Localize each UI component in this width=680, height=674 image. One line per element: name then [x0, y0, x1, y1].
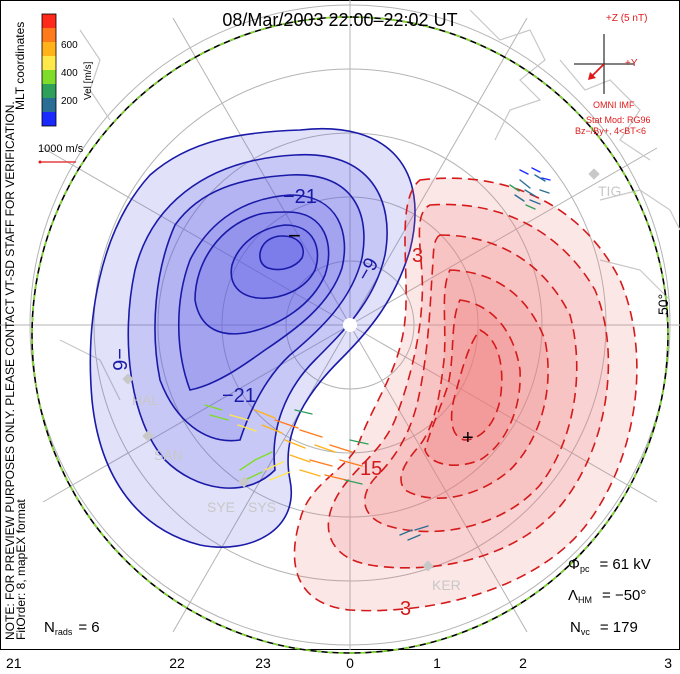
pole-marker — [343, 318, 357, 332]
phi-stat: Φpc = 61 kV — [568, 556, 651, 574]
station-san: SAN — [154, 447, 183, 463]
imf-y-label: +Y — [625, 58, 638, 69]
mlt-grid — [0, 0, 680, 650]
map-title: 08/Mar/2003 22:00–22:02 UT — [222, 10, 457, 30]
mlt-tick-1: 1 — [433, 655, 441, 671]
radar-stations: HAL SAN SYE SYS KER TIG — [122, 168, 621, 593]
colorbar-tick-400: 400 — [61, 68, 78, 79]
contour-label-neg6: −6 — [108, 348, 130, 371]
mlt-tick-3: 3 — [664, 655, 672, 671]
nrads-stat: Nrads = 6 — [44, 619, 100, 637]
coastlines — [59, 9, 680, 401]
fit-order-note: FitOrder: 8, mapEX format — [14, 499, 28, 640]
latitude-label: 50° — [655, 294, 671, 315]
fit-statistics: Nrads = 6 Φpc = 61 kV ΛHM = −50° Nvc = 179 — [44, 556, 651, 637]
contour-label-pos3-bottom: 3 — [400, 598, 411, 620]
colorbar-tick-200: 200 — [61, 96, 78, 107]
imf-scale-label: +Z (5 nT) — [606, 13, 647, 24]
velocity-colorbar: 600 400 200 Vel [m/s] — [41, 13, 94, 127]
contour-label-pos15: 15 — [360, 458, 382, 480]
station-hal: HAL — [132, 392, 159, 408]
contour-label-pos3-top: 3 — [412, 245, 423, 267]
vector-scale-label: 1000 m/s — [38, 143, 84, 155]
vector-scale: 1000 m/s — [38, 143, 84, 164]
mlt-tick-0: 0 — [346, 655, 354, 671]
dawn-convection-cell — [293, 177, 638, 612]
station-ker: KER — [432, 577, 461, 593]
mlt-tick-21: 21 — [6, 655, 22, 671]
nvc-stat: Nvc = 179 — [570, 619, 638, 637]
preview-note: NOTE: FOR PREVIEW PURPOSES ONLY. PLEASE … — [3, 101, 17, 640]
mlt-tick-22: 22 — [169, 655, 185, 671]
imf-panel: +Z (5 nT) +Y OMNI IMF Stat Mod: RG96 Bz−… — [574, 13, 651, 136]
imf-source: OMNI IMF — [593, 100, 635, 110]
velocity-vectors — [204, 167, 551, 541]
station-sys: SYS — [248, 499, 276, 515]
mlt-tick-2: 2 — [519, 655, 527, 671]
station-sye: SYE — [207, 499, 235, 515]
coordinate-system-label: MLT coordinates — [13, 22, 27, 110]
lambda-stat: ΛHM = −50° — [568, 587, 646, 605]
potential-min-marker: − — [288, 223, 301, 248]
contour-labels: −21 −9 −6 −21 3 15 3 − + — [108, 186, 474, 620]
colorbar-title: Vel [m/s] — [83, 61, 94, 100]
colorbar-tick-600: 600 — [61, 40, 78, 51]
imf-stat-mod: Stat Mod: RG96 — [586, 115, 651, 125]
imf-condition: Bz−/By+, 4<BT<6 — [575, 126, 646, 136]
dusk-convection-cell — [89, 128, 416, 548]
station-tig: TIG — [598, 183, 621, 199]
potential-max-marker: + — [462, 427, 474, 449]
contour-label-neg21-low: −21 — [222, 385, 256, 407]
mlt-axis: 21 22 23 0 1 2 3 — [6, 655, 672, 671]
contour-label-neg21-top: −21 — [283, 186, 317, 208]
mlt-tick-23: 23 — [255, 655, 271, 671]
